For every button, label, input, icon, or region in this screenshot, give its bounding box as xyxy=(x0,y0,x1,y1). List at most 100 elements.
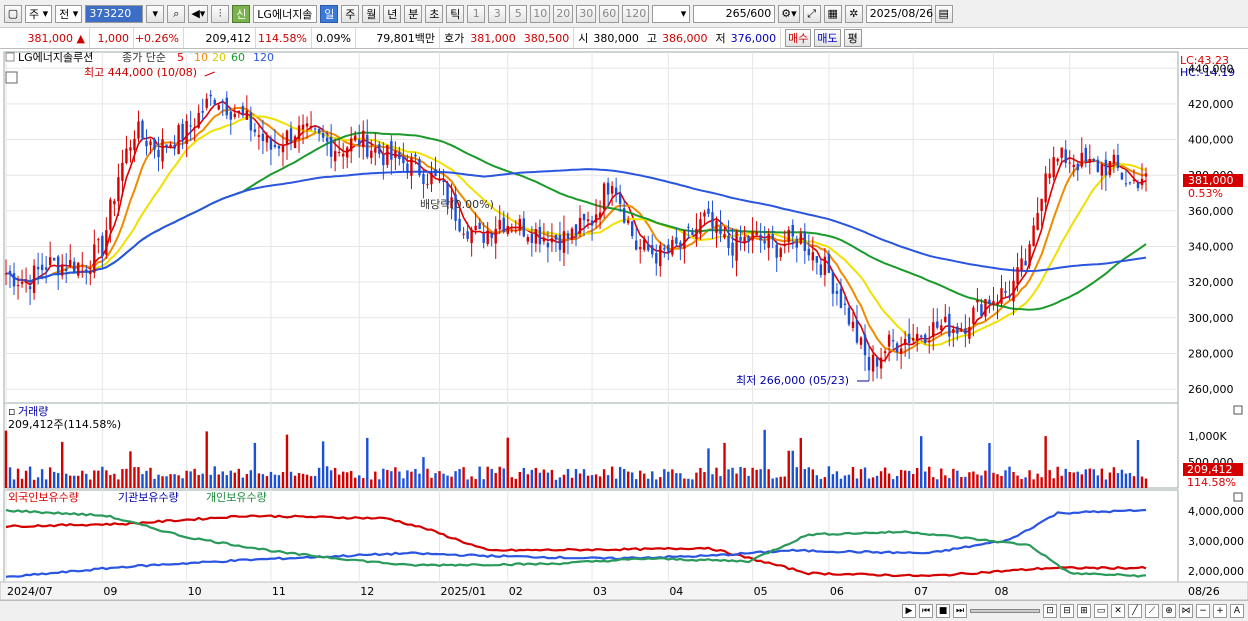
tab-minute[interactable]: 분 xyxy=(404,4,423,23)
legend-box-icon[interactable] xyxy=(5,52,15,62)
candle-body xyxy=(811,252,815,261)
candle-body xyxy=(920,335,923,337)
volume-bar xyxy=(430,477,433,488)
magnet-icon[interactable]: ⊕ xyxy=(1162,604,1176,618)
volume-bar xyxy=(899,469,903,488)
interval-120[interactable]: 120 xyxy=(622,4,650,23)
volume-bar xyxy=(695,472,698,488)
code-dropdown-icon[interactable]: ▾ xyxy=(146,4,165,23)
volume-bar xyxy=(1116,473,1120,488)
forward-icon[interactable]: ⏭ xyxy=(953,604,967,618)
search-icon[interactable]: ⌕ xyxy=(167,4,186,23)
prev-select[interactable]: 전 ▾ xyxy=(55,4,83,23)
volume-bar xyxy=(920,436,923,488)
candle-body xyxy=(879,357,883,369)
chart-settings-icon[interactable]: ⚙▾ xyxy=(778,4,800,23)
interval-10[interactable]: 10 xyxy=(530,4,551,23)
tab-daily[interactable]: 일 xyxy=(320,4,339,23)
tab-tick[interactable]: 틱 xyxy=(446,4,465,23)
stop-icon[interactable]: ■ xyxy=(936,604,950,618)
chain-icon[interactable]: ⋈ xyxy=(1179,604,1193,618)
date-input[interactable]: 2025/08/26 xyxy=(865,4,933,23)
interval-20[interactable]: 20 xyxy=(553,4,574,23)
text-tool-icon[interactable]: A xyxy=(1230,604,1244,618)
volume-bar xyxy=(968,472,971,488)
candle-body xyxy=(113,200,116,205)
zoom-fit-icon[interactable]: ⊡ xyxy=(1043,604,1057,618)
tab-weekly[interactable]: 주 xyxy=(341,4,360,23)
interval-3[interactable]: 3 xyxy=(488,4,507,23)
volume-bar xyxy=(707,448,710,488)
volume-bar xyxy=(129,451,132,488)
volume-bar xyxy=(891,479,895,488)
grid-icon[interactable]: ▦ xyxy=(823,4,842,23)
zoom-out-icon[interactable]: − xyxy=(1196,604,1210,618)
volume-bar xyxy=(1128,472,1132,488)
stock-chart[interactable]: LG에너지솔루션 종가 단순 5 10 20 60 120 최고 444,000… xyxy=(0,50,1248,600)
candle-body xyxy=(1132,179,1136,182)
volume-value-label: 209,412주(114.58%) xyxy=(8,418,121,431)
sell-button[interactable]: 매도 xyxy=(814,29,841,47)
credit-badge[interactable]: 신 xyxy=(232,4,251,23)
calendar-icon[interactable]: ▤ xyxy=(934,4,953,23)
interval-30[interactable]: 30 xyxy=(576,4,597,23)
volume-bar xyxy=(883,467,887,488)
candle-body xyxy=(398,152,401,160)
candle-body xyxy=(1116,154,1120,169)
tab-monthly[interactable]: 월 xyxy=(362,4,381,23)
candle-body xyxy=(446,182,449,206)
volume-bar xyxy=(566,469,570,488)
speaker-icon[interactable]: ◀▾ xyxy=(188,4,209,23)
interval-1[interactable]: 1 xyxy=(467,4,486,23)
volume-bar xyxy=(554,479,558,488)
eval-button[interactable]: 평 xyxy=(843,29,862,47)
cross-icon[interactable]: ✕ xyxy=(1111,604,1125,618)
line-tool-icon[interactable]: ╱ xyxy=(1128,604,1142,618)
compare-icon[interactable]: ⊟ xyxy=(1060,604,1074,618)
volume-bar xyxy=(755,469,758,488)
tab-yearly[interactable]: 년 xyxy=(383,4,402,23)
window-menu-icon[interactable]: ▢ xyxy=(4,4,22,23)
volume-close-icon[interactable] xyxy=(1233,405,1243,415)
candle-body xyxy=(438,180,441,182)
candle-body xyxy=(301,124,305,130)
table-icon[interactable] xyxy=(5,71,18,84)
candle-body xyxy=(209,94,212,97)
x-axis-label: 03 xyxy=(593,585,607,598)
candle-body xyxy=(329,137,333,157)
stock-code-input[interactable]: 373220 xyxy=(85,4,144,23)
interval-60[interactable]: 60 xyxy=(599,4,620,23)
dividend-annotation: 배당락(0.00%) xyxy=(420,198,494,211)
count-field[interactable]: 265/600 xyxy=(693,4,776,23)
interval-5[interactable]: 5 xyxy=(509,4,528,23)
zoom-in-icon[interactable]: + xyxy=(1213,604,1227,618)
split-icon[interactable]: ▭ xyxy=(1094,604,1108,618)
high-cell: 386,000 xyxy=(662,31,708,45)
tool-icon[interactable]: ⟋ xyxy=(1145,604,1159,618)
custom-interval-select[interactable]: ▾ xyxy=(652,4,691,23)
holdings-close-icon[interactable] xyxy=(1233,492,1243,502)
volume-bar xyxy=(915,468,919,488)
volume-bar xyxy=(69,475,72,488)
volume-bar xyxy=(442,473,445,488)
tab-second[interactable]: 초 xyxy=(425,4,444,23)
buy-button[interactable]: 매수 xyxy=(785,29,812,47)
volume-bar xyxy=(578,473,582,488)
zoom-slider[interactable] xyxy=(970,609,1040,613)
candle-body xyxy=(1064,149,1067,163)
volume-bar xyxy=(779,476,782,488)
period-select[interactable]: 주 ▾ xyxy=(25,4,53,23)
rewind-icon[interactable]: ⏮ xyxy=(919,604,933,618)
legend-ma60: 60 xyxy=(231,51,245,64)
layout-icon[interactable]: ⊞ xyxy=(1077,604,1091,618)
candle-body xyxy=(1108,161,1112,176)
volume-y-label: 1,000K xyxy=(1188,430,1227,443)
volume-bar xyxy=(382,468,385,488)
volume-bar xyxy=(20,478,24,488)
filter-icon[interactable]: ⫶ xyxy=(211,4,230,23)
volume-bar xyxy=(354,477,357,488)
scroll-right-icon[interactable]: ▶ xyxy=(902,604,916,618)
draw-icon[interactable]: ⤢ xyxy=(802,4,821,23)
gear-icon[interactable]: ✲ xyxy=(844,4,863,23)
candle-body xyxy=(606,182,610,195)
